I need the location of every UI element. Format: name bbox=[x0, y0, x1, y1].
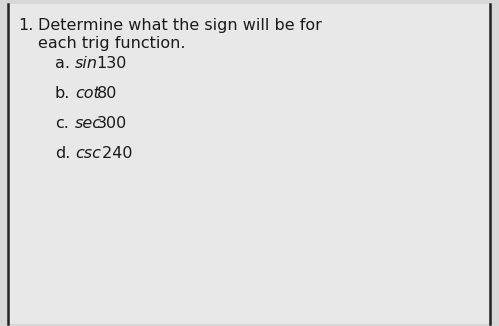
Text: d.: d. bbox=[55, 146, 70, 161]
Text: a.: a. bbox=[55, 56, 70, 71]
Text: 80: 80 bbox=[97, 86, 117, 101]
Text: 300: 300 bbox=[97, 116, 127, 131]
Text: 130: 130 bbox=[97, 56, 127, 71]
Text: 1.: 1. bbox=[18, 18, 33, 33]
Text: cot: cot bbox=[75, 86, 100, 101]
Text: 240: 240 bbox=[97, 146, 132, 161]
Text: Determine what the sign will be for: Determine what the sign will be for bbox=[38, 18, 322, 33]
Text: c.: c. bbox=[55, 116, 69, 131]
Text: sec: sec bbox=[75, 116, 102, 131]
Text: csc: csc bbox=[75, 146, 101, 161]
FancyBboxPatch shape bbox=[8, 4, 489, 324]
Text: sin: sin bbox=[75, 56, 98, 71]
Text: each trig function.: each trig function. bbox=[38, 36, 186, 51]
Text: b.: b. bbox=[55, 86, 70, 101]
